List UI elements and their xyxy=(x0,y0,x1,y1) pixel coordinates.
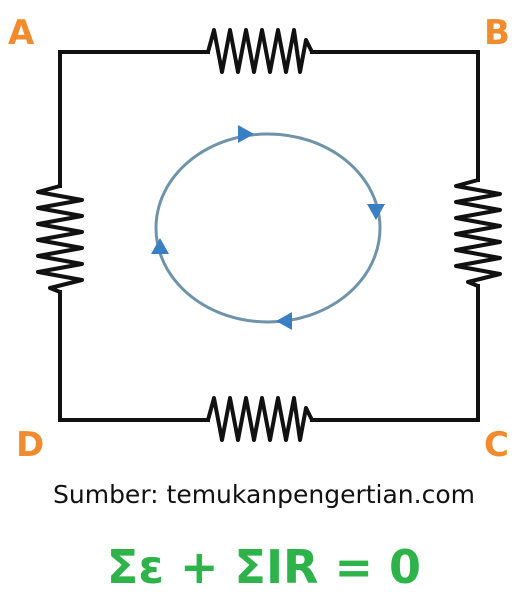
loop-arrow-right xyxy=(367,204,385,220)
circuit-diagram xyxy=(36,28,502,442)
loop-arrow-bottom xyxy=(276,312,292,330)
source-caption: Sumber: temukanpengertian.com xyxy=(53,480,475,509)
resistor-right xyxy=(454,178,502,288)
resistor-bottom xyxy=(206,396,314,442)
corner-label-a: A xyxy=(8,13,35,53)
resistor-left xyxy=(36,184,84,294)
current-loop xyxy=(154,132,382,324)
corner-label-b: B xyxy=(484,13,510,53)
loop-arrow-left xyxy=(151,238,169,254)
circuit-wires xyxy=(58,50,480,422)
resistor-top xyxy=(206,28,314,74)
corner-label-c: C xyxy=(484,425,509,465)
kirchhoff-formula: Σε + ΣIR = 0 xyxy=(106,540,422,594)
loop-arrow-top xyxy=(238,125,254,143)
corner-label-d: D xyxy=(16,425,45,465)
